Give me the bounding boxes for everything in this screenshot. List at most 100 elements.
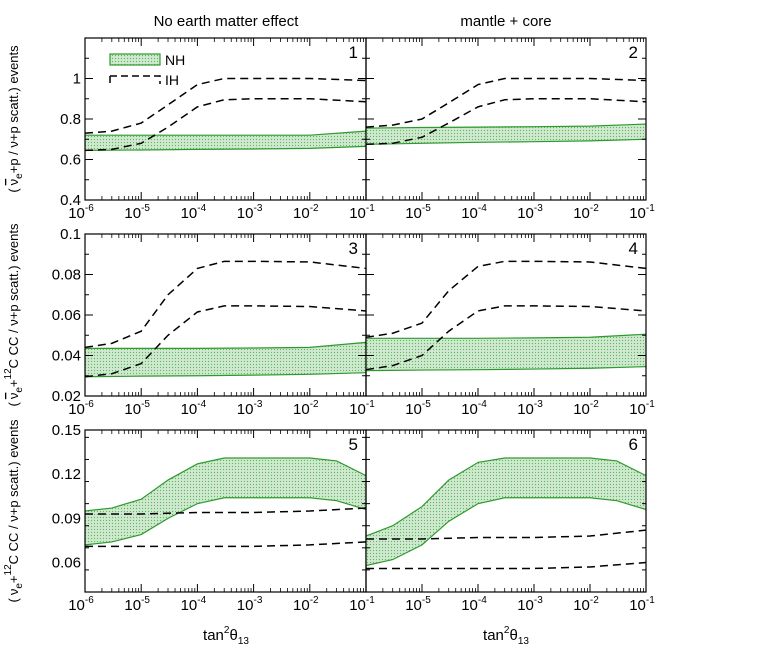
x-tick-exp: -2 xyxy=(310,595,319,606)
panel-plot-area xyxy=(85,457,366,548)
x-tick-exp: -4 xyxy=(197,399,206,410)
y-axis-label-row-2: (νe+12C CC / ν+p scatt.) events xyxy=(3,223,25,406)
x-tick-exp: -5 xyxy=(141,203,150,214)
x-tick-label: 10-4 xyxy=(181,399,207,418)
x-tick-exp: -5 xyxy=(422,203,431,214)
x-tick-label: 10-4 xyxy=(181,203,207,222)
x-tick-base: 10 xyxy=(517,597,534,614)
panel-number: 5 xyxy=(349,435,358,454)
ih-line-1 xyxy=(85,507,366,515)
y-tick-label: 0.8 xyxy=(60,111,81,128)
x-tick-label: 10-4 xyxy=(461,399,487,418)
x-tick-label: 10-1 xyxy=(349,399,375,418)
x-axis-label-left: tan2θ13 xyxy=(203,625,249,647)
panel-plot-area xyxy=(366,77,646,146)
x-tick-label: 10-5 xyxy=(124,595,150,614)
legend-nh-label: NH xyxy=(165,52,185,68)
x-tick-base: 10 xyxy=(181,597,198,614)
nh-band-upper-edge xyxy=(85,341,366,350)
x-tick-label: 10-1 xyxy=(629,399,655,418)
x-tick-exp: -6 xyxy=(85,399,94,410)
x-tick-base: 10 xyxy=(349,205,366,222)
ylab-sub: e xyxy=(14,583,25,589)
x-tick-base: 10 xyxy=(349,597,366,614)
x-tick-label: 10-4 xyxy=(181,595,207,614)
x-tick-exp: -1 xyxy=(646,595,655,606)
x-tick-base: 10 xyxy=(573,401,590,418)
nh-band xyxy=(85,457,366,545)
x-tick-label: 10-1 xyxy=(629,595,655,614)
x-tick-label: 10-2 xyxy=(573,399,599,418)
panel-6: 10-5 10-4 10-3 10-2 10-16 xyxy=(365,429,655,614)
nh-band-upper-edge xyxy=(85,130,366,136)
ih-line-2 xyxy=(366,561,646,570)
y-tick-label: 0.15 xyxy=(52,422,81,439)
panel-frame xyxy=(365,37,647,201)
y-tick-label: 0.6 xyxy=(60,152,81,169)
ih-line-1 xyxy=(366,529,646,540)
x-tick-exp: -4 xyxy=(478,399,487,410)
x-label-sup: 2 xyxy=(224,625,230,636)
x-tick-base: 10 xyxy=(405,205,422,222)
y-axis-label-row-1: (νe+p / ν+p scatt.) events xyxy=(6,45,25,193)
x-tick-label: 10-5 xyxy=(405,399,431,418)
x-tick-base: 10 xyxy=(461,205,478,222)
ylab-open: ( xyxy=(6,597,21,602)
y-tick-label: 0.04 xyxy=(52,348,81,365)
y-tick-label: 1 xyxy=(73,71,81,88)
x-tick-exp: -2 xyxy=(310,399,319,410)
x-tick-label: 10-3 xyxy=(517,203,543,222)
x-tick-label: 10-6 xyxy=(68,595,94,614)
nh-band xyxy=(366,334,646,371)
ih-line-2 xyxy=(85,541,366,548)
x-tick-label: 10-3 xyxy=(517,399,543,418)
panel-3: 10-6 10-5 10-4 10-3 10-2 10-10.020.040.060.08… xyxy=(52,226,375,418)
x-tick-base: 10 xyxy=(181,401,198,418)
x-tick-label: 10-3 xyxy=(517,595,543,614)
ih-line-2 xyxy=(85,305,366,378)
x-tick-base: 10 xyxy=(517,401,534,418)
ih-line-2 xyxy=(366,305,646,371)
x-label-sym: θ xyxy=(229,627,237,644)
x-tick-label: 10-4 xyxy=(461,595,487,614)
x-tick-base: 10 xyxy=(237,205,254,222)
y-tick-label: 0.1 xyxy=(60,226,81,243)
x-tick-base: 10 xyxy=(237,401,254,418)
x-tick-base: 10 xyxy=(124,401,141,418)
x-tick-base: 10 xyxy=(349,401,366,418)
ih-line-1 xyxy=(366,77,646,128)
x-tick-label: 10-2 xyxy=(573,203,599,222)
nh-band-lower-edge xyxy=(366,497,646,567)
x-tick-base: 10 xyxy=(629,401,646,418)
x-tick-label: 10-1 xyxy=(349,595,375,614)
ih-line-1 xyxy=(85,77,366,134)
x-tick-base: 10 xyxy=(573,597,590,614)
x-tick-label: 10-3 xyxy=(237,595,263,614)
ylab-sub: e xyxy=(14,387,25,393)
x-tick-base: 10 xyxy=(293,205,310,222)
nh-band xyxy=(366,457,646,566)
ylab-tail: C CC / ν+p scatt.) events xyxy=(6,223,21,368)
panel-5: 10-6 10-5 10-4 10-3 10-2 10-10.060.090.120.15… xyxy=(52,422,375,614)
panel-4: 10-5 10-4 10-3 10-2 10-14 xyxy=(365,233,655,418)
ylab-sub: e xyxy=(14,173,25,179)
panel-frame xyxy=(365,429,647,593)
x-tick-base: 10 xyxy=(461,401,478,418)
panel-plot-area xyxy=(85,77,366,152)
ih-line-1 xyxy=(366,260,646,339)
x-tick-base: 10 xyxy=(405,401,422,418)
ylab-sup: 12 xyxy=(3,368,14,380)
x-tick-exp: -1 xyxy=(366,595,375,606)
legend-nh-swatch xyxy=(109,53,161,66)
x-tick-label: 10-6 xyxy=(68,203,94,222)
x-tick-exp: -3 xyxy=(253,595,262,606)
x-tick-label: 10-4 xyxy=(461,203,487,222)
x-tick-exp: -1 xyxy=(646,399,655,410)
x-tick-label: 10-6 xyxy=(68,399,94,418)
x-tick-exp: -1 xyxy=(646,203,655,214)
ylab-mid: + xyxy=(6,575,21,583)
nh-band-upper-edge xyxy=(366,333,646,339)
x-label-sym: θ xyxy=(509,627,517,644)
y-tick-label: 0.06 xyxy=(52,555,81,572)
